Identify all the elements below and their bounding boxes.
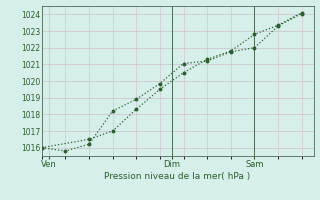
X-axis label: Pression niveau de la mer( hPa ): Pression niveau de la mer( hPa ) — [104, 172, 251, 181]
